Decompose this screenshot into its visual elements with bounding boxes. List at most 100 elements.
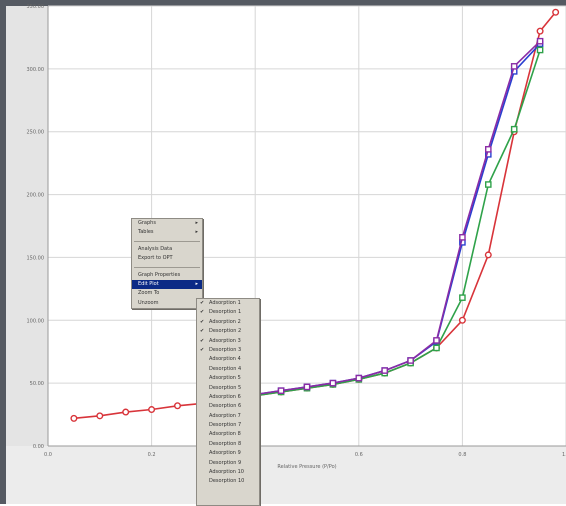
- edit-plot-submenu[interactable]: ✔Adsorption 1✔Desorption 1✔Adsorption 2✔…: [196, 298, 260, 506]
- y-tick-label: 150.00: [27, 255, 45, 261]
- data-point: [330, 381, 335, 386]
- data-point: [460, 295, 465, 300]
- submenu-item-label: Adsorption 3: [209, 338, 241, 344]
- context-menu[interactable]: Graphs▸ Tables▸ Analysis Data Export to …: [131, 218, 203, 309]
- y-tick-label: 300.00: [27, 67, 45, 73]
- menu-item-graphs[interactable]: Graphs▸: [132, 219, 202, 228]
- series-4: [253, 39, 543, 397]
- data-point: [434, 338, 439, 343]
- data-point: [538, 39, 543, 44]
- x-tick-label: 0.0: [44, 452, 52, 458]
- x-axis-label: Relative Pressure (P/Po): [277, 464, 336, 470]
- submenu-item[interactable]: Desorption 9: [197, 459, 259, 468]
- menu-item-label: Tables: [138, 229, 154, 235]
- chart-grid: [48, 6, 566, 446]
- series-line: [255, 50, 540, 396]
- submenu-item-label: Desorption 10: [209, 478, 244, 484]
- submenu-item[interactable]: Desorption 7: [197, 421, 259, 430]
- data-point: [356, 376, 361, 381]
- checkmark-icon: ✔: [200, 346, 204, 355]
- submenu-item-label: Desorption 7: [209, 422, 241, 428]
- x-axis-band: [6, 446, 566, 504]
- submenu-item-label: Adsorption 9: [209, 450, 241, 456]
- menu-item-zoom-to[interactable]: Zoom To: [132, 289, 202, 298]
- menu-item-tables[interactable]: Tables▸: [132, 228, 202, 237]
- menu-item-unzoom[interactable]: Unzoom: [132, 299, 202, 308]
- y-tick-label: 200.00: [27, 193, 45, 199]
- submenu-arrow-icon: ▸: [195, 280, 198, 289]
- submenu-item-label: Adsorption 5: [209, 375, 241, 381]
- menu-item-label: Graph Properties: [138, 272, 180, 278]
- series-3: [253, 47, 543, 398]
- menu-item-edit-plot[interactable]: Edit Plot ▸: [132, 280, 202, 289]
- data-point: [512, 127, 517, 132]
- data-point: [97, 413, 103, 419]
- data-point: [279, 388, 284, 393]
- submenu-item[interactable]: Adsorption 10: [197, 468, 259, 477]
- x-tick-label: 0.2: [148, 452, 156, 458]
- data-point: [149, 407, 155, 413]
- submenu-arrow-icon: ▸: [195, 219, 198, 228]
- data-point: [71, 416, 77, 422]
- menu-item-analysis-data[interactable]: Analysis Data: [132, 245, 202, 254]
- submenu-item[interactable]: Desorption 5: [197, 384, 259, 393]
- menu-item-graph-properties[interactable]: Graph Properties: [132, 271, 202, 280]
- data-point: [512, 64, 517, 69]
- data-point: [486, 147, 491, 152]
- x-tick-label: 0.8: [458, 452, 466, 458]
- menu-item-label: Analysis Data: [138, 246, 172, 252]
- data-point: [460, 235, 465, 240]
- submenu-item[interactable]: ✔Desorption 2: [197, 327, 259, 336]
- submenu-item[interactable]: Adsorption 8: [197, 430, 259, 439]
- submenu-item[interactable]: Adsorption 6: [197, 393, 259, 402]
- submenu-item[interactable]: ✔ Desorption 3: [197, 346, 259, 355]
- y-tick-label: 100.00: [27, 318, 45, 324]
- submenu-item[interactable]: Adsorption 5: [197, 374, 259, 383]
- submenu-item[interactable]: ✔ Adsorption 3: [197, 337, 259, 346]
- submenu-item[interactable]: Adsorption 4: [197, 355, 259, 364]
- menu-separator: [134, 241, 200, 242]
- submenu-item-label: Desorption 9: [209, 460, 241, 466]
- submenu-item[interactable]: ✔Desorption 1: [197, 308, 259, 317]
- menu-item-label: Export to OPT: [138, 255, 173, 261]
- submenu-item-label: Desorption 2: [209, 328, 241, 334]
- submenu-item-label: Desorption 6: [209, 403, 241, 409]
- submenu-item-label: Adsorption 8: [209, 431, 241, 437]
- menu-item-label: Edit Plot: [138, 281, 159, 287]
- submenu-item[interactable]: Desorption 8: [197, 440, 259, 449]
- submenu-item[interactable]: Desorption 6: [197, 402, 259, 411]
- data-point: [486, 182, 491, 187]
- y-tick-label: 0.00: [33, 444, 44, 450]
- submenu-item[interactable]: ✔Adsorption 1: [197, 299, 259, 308]
- submenu-item-label: Adsorption 4: [209, 356, 241, 362]
- submenu-item[interactable]: Adsorption 9: [197, 449, 259, 458]
- submenu-item-label: Adsorption 2: [209, 319, 241, 325]
- submenu-item[interactable]: Desorption 10: [197, 477, 259, 486]
- data-point: [553, 9, 559, 15]
- data-point: [537, 28, 543, 34]
- series-line: [255, 41, 540, 394]
- submenu-item-label: Adsorption 6: [209, 394, 241, 400]
- checkmark-icon: ✔: [200, 337, 204, 346]
- submenu-item[interactable]: Desorption 4: [197, 365, 259, 374]
- menu-separator: [134, 267, 200, 268]
- x-tick-label: 0.6: [355, 452, 363, 458]
- submenu-item-label: Desorption 1: [209, 309, 241, 315]
- data-point: [408, 358, 413, 363]
- submenu-item-label: Adsorption 1: [209, 300, 241, 306]
- submenu-item-label: Desorption 3: [209, 347, 241, 353]
- menu-item-export[interactable]: Export to OPT: [132, 254, 202, 263]
- submenu-item[interactable]: ✔Adsorption 2: [197, 318, 259, 327]
- menu-item-label: Zoom To: [138, 290, 159, 296]
- series-2: [253, 41, 543, 397]
- menu-item-label: Unzoom: [138, 300, 158, 306]
- submenu-item-label: Desorption 5: [209, 385, 241, 391]
- submenu-item[interactable]: Adsorption 7: [197, 412, 259, 421]
- data-point: [538, 47, 543, 52]
- data-point: [486, 252, 492, 258]
- chart-axes: [6, 6, 566, 504]
- data-point: [434, 345, 439, 350]
- data-point: [382, 368, 387, 373]
